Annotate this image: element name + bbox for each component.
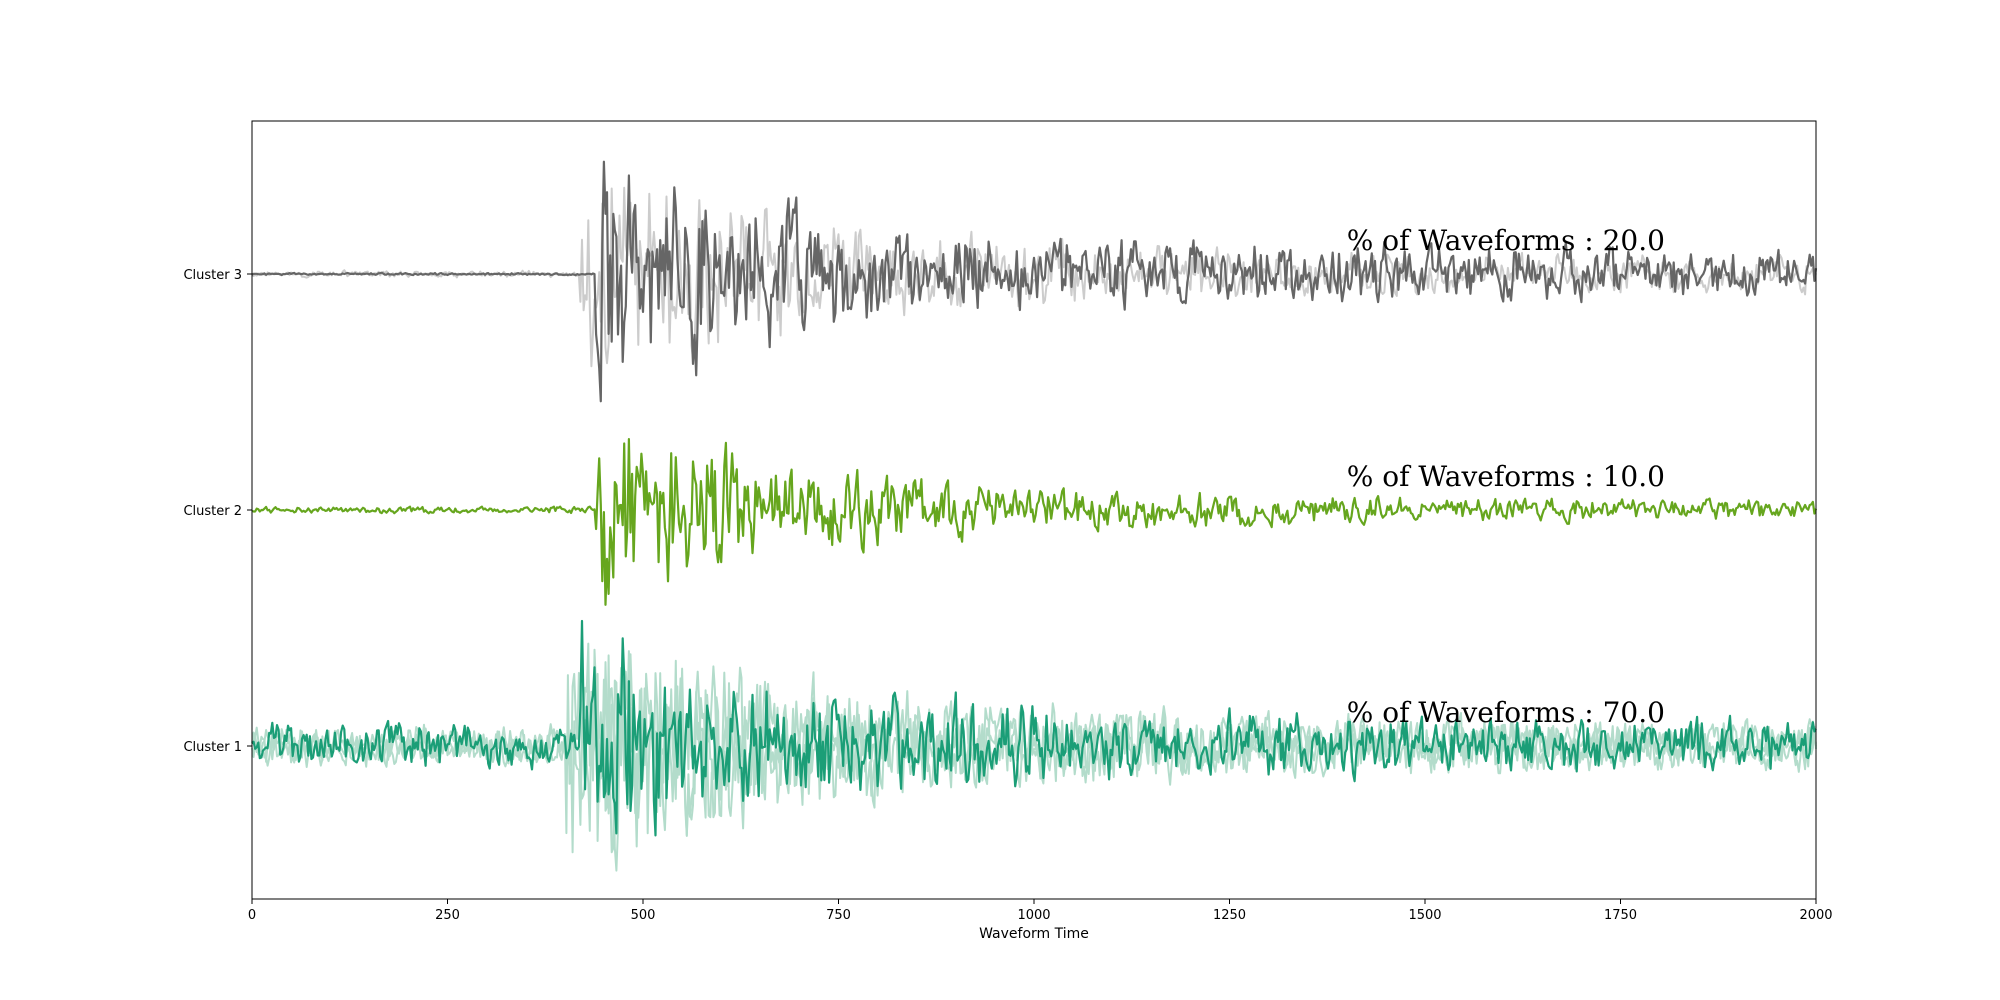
x-tick-label: 2000 — [1799, 908, 1832, 923]
x-tick-label: 1500 — [1408, 908, 1441, 923]
cluster-group: % of Waveforms : 10.0 — [251, 438, 1818, 606]
x-tick-label: 750 — [826, 908, 851, 923]
clusters-layer: % of Waveforms : 20.0 % of Waveforms : 10… — [251, 160, 1818, 872]
x-tick-label: 1250 — [1213, 908, 1246, 923]
x-tick-label: 0 — [248, 908, 256, 923]
representative-trace — [251, 438, 1818, 606]
x-axis: 0 250 500 750 1000 1250 1500 1750 2000 — [248, 899, 1833, 923]
cluster-group: % of Waveforms : 20.0 — [251, 160, 1818, 403]
x-tick-label: 250 — [435, 908, 460, 923]
cluster-group: % of Waveforms : 70.0 — [251, 619, 1817, 872]
x-tick-label: 1750 — [1604, 908, 1637, 923]
x-tick-label: 1000 — [1017, 908, 1050, 923]
y-axis: Cluster 3 Cluster 2 Cluster 1 — [183, 268, 252, 755]
member-trace — [251, 186, 1817, 368]
y-tick-label: Cluster 3 — [183, 268, 242, 283]
cluster-percentage-label: % of Waveforms : 10.0 — [1347, 460, 1665, 493]
x-axis-label: Waveform Time — [979, 926, 1089, 942]
x-tick-label: 500 — [631, 908, 656, 923]
representative-trace — [251, 160, 1818, 403]
cluster-percentage-label: % of Waveforms : 70.0 — [1347, 696, 1665, 729]
representative-trace — [251, 619, 1817, 837]
y-tick-label: Cluster 1 — [183, 740, 242, 755]
y-tick-label: Cluster 2 — [183, 504, 242, 519]
cluster-percentage-label: % of Waveforms : 20.0 — [1347, 224, 1665, 257]
